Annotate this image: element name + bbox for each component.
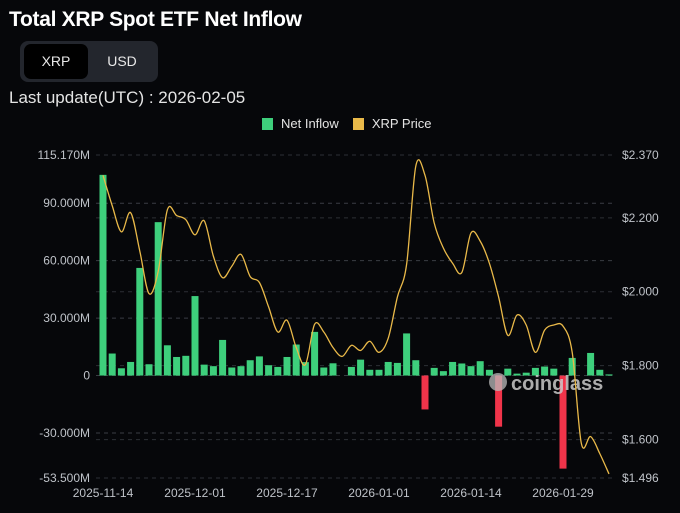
page-title: Total XRP Spot ETF Net Inflow xyxy=(9,8,302,31)
left-axis-tick-label: 0 xyxy=(83,369,90,383)
net-inflow-bar[interactable] xyxy=(467,366,475,376)
net-inflow-bar[interactable] xyxy=(504,368,512,376)
toggle-xrp-button[interactable]: XRP xyxy=(24,44,88,79)
net-inflow-bar[interactable] xyxy=(163,345,171,376)
coinglass-logo-icon xyxy=(489,373,507,391)
right-axis-tick-label: $1.600 xyxy=(622,433,659,447)
legend-label: Net Inflow xyxy=(281,116,339,131)
net-inflow-bar[interactable] xyxy=(357,359,365,376)
net-inflow-bar[interactable] xyxy=(329,363,337,376)
x-axis-tick-label: 2025-12-17 xyxy=(256,486,318,500)
net-inflow-bar[interactable] xyxy=(421,375,429,410)
watermark-text: coinglass xyxy=(511,373,603,395)
legend-net-inflow[interactable]: Net Inflow xyxy=(262,116,339,131)
net-inflow-bar[interactable] xyxy=(541,366,549,376)
net-inflow-bar[interactable] xyxy=(458,363,466,376)
net-inflow-bar[interactable] xyxy=(513,373,521,376)
net-inflow-bar[interactable] xyxy=(522,372,530,376)
net-inflow-bar[interactable] xyxy=(605,374,613,376)
chart-legend: Net Inflow XRP Price xyxy=(262,116,432,131)
net-inflow-bar[interactable] xyxy=(384,361,392,376)
net-inflow-bar[interactable] xyxy=(439,371,447,376)
left-axis-tick-label: 60.000M xyxy=(43,254,90,268)
net-inflow-bar[interactable] xyxy=(430,367,438,376)
legend-label: XRP Price xyxy=(371,116,432,131)
net-inflow-bar[interactable] xyxy=(219,339,227,376)
x-axis-tick-label: 2026-01-14 xyxy=(440,486,502,500)
net-inflow-bar[interactable] xyxy=(274,366,282,376)
net-inflow-bar[interactable] xyxy=(559,375,567,469)
net-inflow-bar[interactable] xyxy=(412,360,420,376)
net-inflow-bar[interactable] xyxy=(596,369,604,376)
net-inflow-bar[interactable] xyxy=(99,174,107,376)
net-inflow-bar[interactable] xyxy=(476,361,484,376)
last-update-text: Last update(UTC) : 2026-02-05 xyxy=(9,88,246,107)
net-inflow-bar[interactable] xyxy=(301,362,309,376)
net-inflow-bar[interactable] xyxy=(366,369,374,376)
xrp-price-swatch-icon xyxy=(352,117,364,130)
net-inflow-bar[interactable] xyxy=(154,222,162,376)
net-inflow-bar[interactable] xyxy=(403,333,411,376)
x-axis-tick-label: 2025-12-01 xyxy=(164,486,226,500)
left-axis-tick-label: 90.000M xyxy=(43,196,90,210)
right-axis-tick-label: $2.370 xyxy=(622,148,659,162)
xrp-price-line xyxy=(102,159,610,475)
x-axis-tick-label: 2026-01-01 xyxy=(348,486,410,500)
right-axis-tick-label: $2.200 xyxy=(622,211,659,225)
net-inflow-bar[interactable] xyxy=(117,368,125,376)
coinglass-watermark: coinglass xyxy=(489,373,603,395)
toggle-usd-button[interactable]: USD xyxy=(107,53,137,69)
net-inflow-bar[interactable] xyxy=(393,362,401,376)
x-axis-tick-label: 2025-11-14 xyxy=(73,486,134,500)
net-inflow-bar[interactable] xyxy=(587,352,595,376)
net-inflow-bar[interactable] xyxy=(320,367,328,376)
net-inflow-bar[interactable] xyxy=(550,368,558,376)
net-inflow-bar[interactable] xyxy=(182,355,190,376)
net-inflow-bar[interactable] xyxy=(347,366,355,376)
net-inflow-swatch-icon xyxy=(262,117,273,130)
right-axis-tick-label: $2.000 xyxy=(622,285,659,299)
net-inflow-bar[interactable] xyxy=(136,267,144,376)
legend-xrp-price[interactable]: XRP Price xyxy=(352,116,432,131)
net-inflow-bar[interactable] xyxy=(173,356,181,376)
net-inflow-bar[interactable] xyxy=(485,369,493,376)
net-inflow-bar[interactable] xyxy=(145,364,153,376)
x-axis-tick-label: 2026-01-29 xyxy=(532,486,594,500)
net-inflow-bar[interactable] xyxy=(311,331,319,376)
net-inflow-bar[interactable] xyxy=(568,357,576,376)
unit-toggle: XRP USD xyxy=(20,41,158,82)
net-inflow-bar[interactable] xyxy=(375,369,383,376)
net-inflow-bar[interactable] xyxy=(265,365,273,376)
right-axis-tick-label: $1.496 xyxy=(622,471,659,485)
net-inflow-bar[interactable] xyxy=(108,353,116,376)
net-inflow-bar[interactable] xyxy=(255,356,263,376)
left-axis-tick-label: -30.000M xyxy=(39,426,90,440)
net-inflow-bar[interactable] xyxy=(127,361,135,376)
net-inflow-bar[interactable] xyxy=(237,366,245,376)
net-inflow-bar[interactable] xyxy=(200,364,208,376)
net-inflow-bar[interactable] xyxy=(283,356,291,376)
right-axis-tick-label: $1.800 xyxy=(622,359,659,373)
net-inflow-bar[interactable] xyxy=(209,366,217,376)
left-axis-tick-label: 30.000M xyxy=(43,311,90,325)
net-inflow-bar[interactable] xyxy=(449,361,457,376)
net-inflow-bar[interactable] xyxy=(191,296,199,376)
left-axis-tick-label: 115.170M xyxy=(38,148,90,162)
net-inflow-bar[interactable] xyxy=(531,367,539,376)
net-inflow-bar[interactable] xyxy=(495,375,503,427)
net-inflow-bar[interactable] xyxy=(228,367,236,376)
net-inflow-bar[interactable] xyxy=(292,344,300,376)
left-axis-tick-label: -53.500M xyxy=(39,471,90,485)
net-inflow-bar[interactable] xyxy=(246,360,254,376)
